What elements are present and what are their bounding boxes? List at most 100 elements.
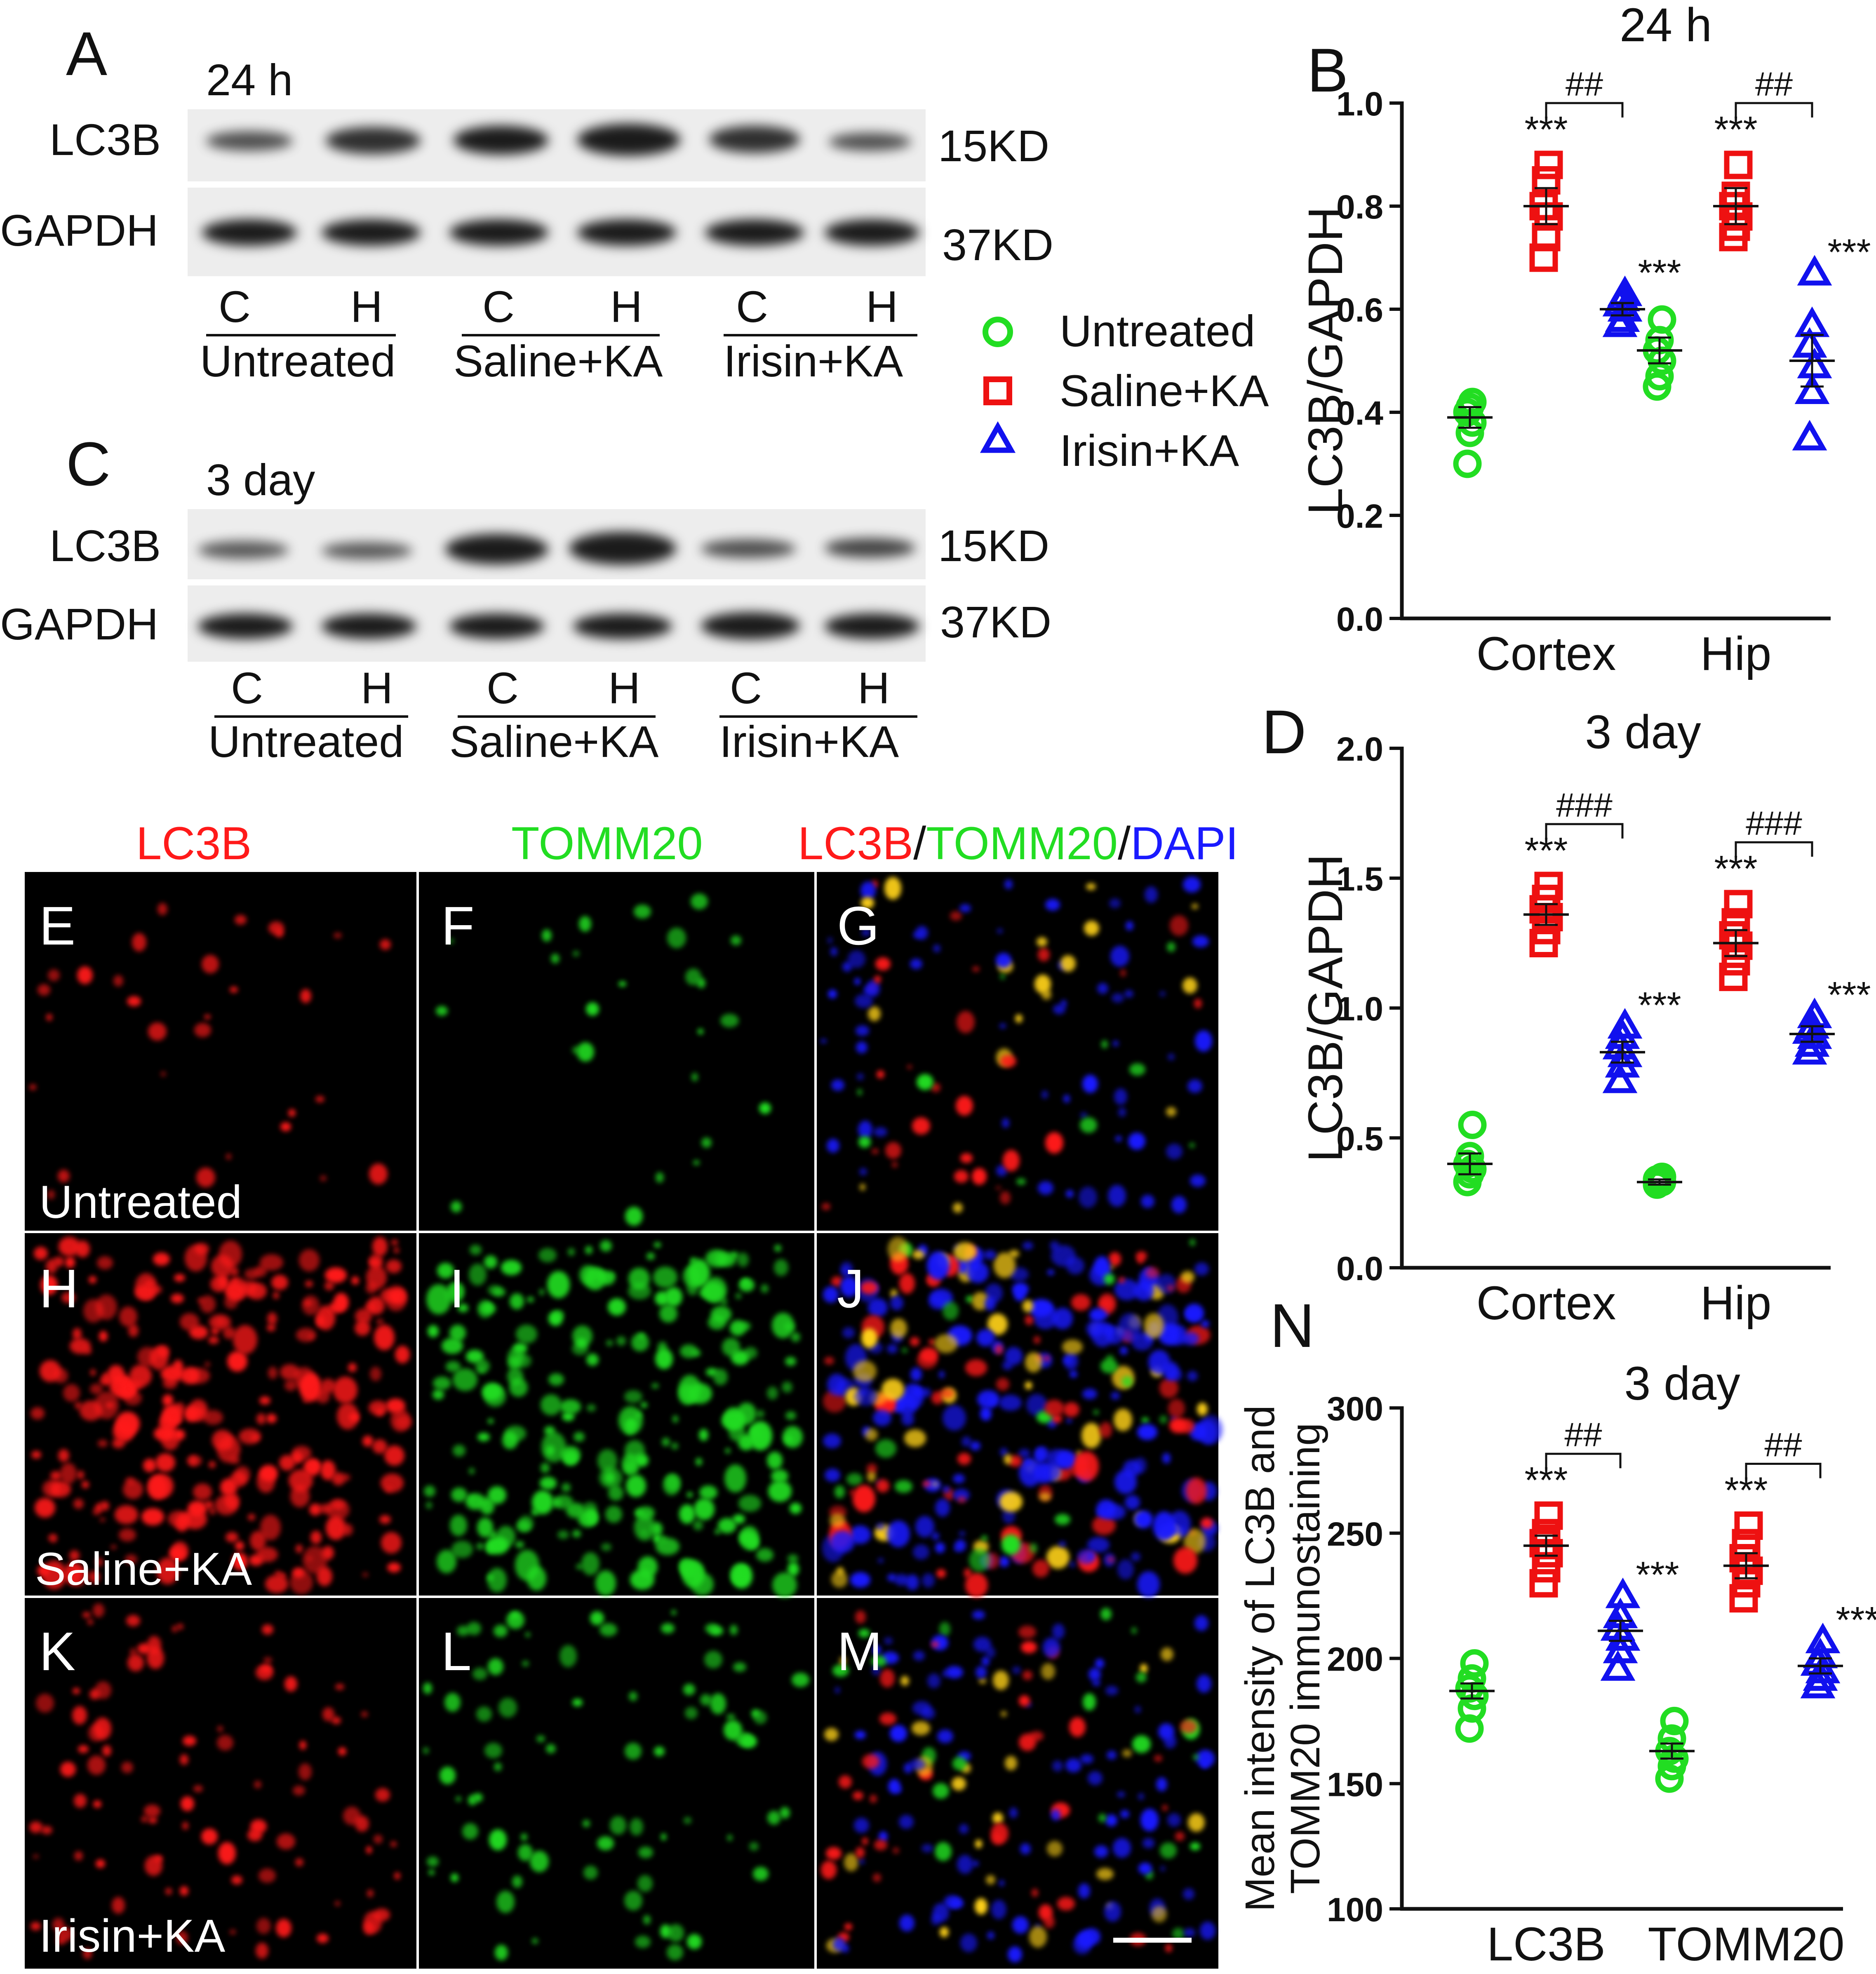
stained-cell (827, 937, 833, 944)
stained-cell (912, 1721, 931, 1736)
stained-cell (972, 1610, 985, 1619)
data-point-square (1724, 150, 1753, 179)
stained-cell (449, 1282, 464, 1300)
chart-n-immunostaining: 3 day 100 150 200 250 300 Mean intensity of LC… (1237, 1357, 1876, 1971)
stained-cell (772, 1572, 797, 1598)
stained-cell (952, 1474, 965, 1484)
stained-cell (577, 1042, 595, 1062)
data-point-triangle (1792, 327, 1827, 358)
stained-cell (608, 1298, 626, 1316)
stained-cell (151, 1285, 162, 1294)
stained-cell (597, 1449, 617, 1472)
stained-cell (31, 1450, 41, 1459)
grid-gap (416, 872, 419, 1969)
stained-cell (1170, 915, 1189, 936)
stained-cell (771, 1469, 788, 1483)
data-point-square (1529, 1569, 1558, 1598)
stained-cell (1007, 1946, 1022, 1962)
stained-cell (1088, 1771, 1103, 1786)
stained-cell (1131, 1627, 1137, 1634)
stained-cell (182, 1509, 207, 1530)
blot-24h-row-lc3b: LC3B (49, 115, 161, 164)
data-point-square (1729, 1544, 1758, 1572)
significance-stars: *** (1638, 985, 1681, 1026)
stained-cell (827, 1138, 840, 1153)
stained-cell (920, 1347, 938, 1363)
stained-cell (1160, 1647, 1173, 1661)
stained-cell (267, 1312, 277, 1325)
stained-cell (316, 1566, 333, 1586)
stained-cell (932, 1482, 938, 1487)
stained-cell (985, 1297, 996, 1311)
stained-cell (884, 877, 902, 900)
blot-3day-lane-4: H (608, 663, 640, 713)
stained-cell (785, 1357, 796, 1366)
stained-cell (980, 1407, 992, 1421)
stained-cell (900, 1676, 910, 1686)
stained-cell (122, 1480, 143, 1499)
stained-cell (937, 1729, 953, 1744)
stained-cell (280, 1364, 300, 1380)
significance-hash: ## (1755, 66, 1793, 103)
stained-cell (898, 1814, 914, 1829)
stained-cell (102, 1745, 112, 1757)
stained-cell (999, 1394, 1022, 1411)
stained-cell (1181, 1271, 1195, 1283)
stained-cell (386, 1259, 402, 1274)
stained-cell (295, 1544, 303, 1553)
stained-cell (713, 1368, 728, 1385)
stained-cell (1107, 1556, 1114, 1563)
blot-24h-lc3b-strip (188, 109, 926, 181)
stained-cell (126, 1615, 141, 1626)
stained-cell (488, 1419, 494, 1424)
stained-cell (1159, 991, 1166, 996)
stained-cell (365, 1283, 377, 1294)
stained-cell (753, 1867, 769, 1881)
stained-cell (256, 1469, 275, 1493)
stained-cell (1167, 1813, 1181, 1827)
stained-cell (715, 1529, 720, 1535)
stained-cell (1045, 1132, 1064, 1154)
data-point-square (1729, 1584, 1758, 1613)
stained-cell (888, 1779, 900, 1794)
stained-cell (1052, 1624, 1065, 1639)
blot-24h-lane-1: C (219, 282, 251, 331)
stained-cell (830, 947, 838, 956)
stained-cell (147, 1475, 168, 1499)
stained-cell (148, 1022, 167, 1041)
image-letter-m: M (837, 1621, 882, 1682)
legend-label-saline: Saline+KA (1060, 366, 1269, 416)
stained-cell (141, 1816, 148, 1823)
stained-cell (1019, 1458, 1041, 1487)
stained-cell (855, 1610, 866, 1624)
stained-cell (180, 1313, 200, 1330)
stained-cell (1009, 1807, 1018, 1819)
band (322, 613, 416, 639)
stained-cell (369, 1254, 383, 1269)
stained-cell (1005, 1347, 1023, 1365)
stained-cell (1187, 1079, 1202, 1093)
stained-cell (1133, 1281, 1154, 1301)
stained-cell (1025, 1352, 1042, 1373)
significance-bracket (1545, 1452, 1622, 1469)
stained-cell (214, 1495, 238, 1515)
stained-cell (971, 1168, 987, 1185)
stained-cell (348, 1363, 357, 1372)
stained-cell (60, 1762, 76, 1777)
y-tick-label: 300 (1327, 1390, 1383, 1428)
band (577, 124, 680, 156)
stained-cell (832, 1938, 846, 1951)
stained-cell (448, 938, 454, 944)
stained-cell (531, 1938, 538, 1944)
band (705, 219, 804, 246)
stained-cell (890, 1289, 898, 1298)
stained-cell (92, 1508, 100, 1516)
stained-cell (730, 1251, 738, 1259)
stained-cell (835, 1485, 845, 1498)
stained-cell (774, 1245, 782, 1252)
chart-title: 3 day (1585, 706, 1701, 759)
stained-cell (453, 1368, 477, 1391)
stained-cell (194, 1243, 209, 1255)
stained-cell (759, 1102, 771, 1114)
stained-cell (273, 1292, 279, 1299)
